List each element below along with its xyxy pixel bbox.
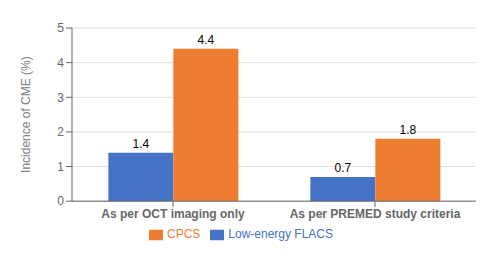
svg-text:1.8: 1.8	[400, 123, 417, 137]
svg-text:1.4: 1.4	[133, 137, 150, 151]
svg-text:As per OCT imaging only: As per OCT imaging only	[101, 207, 245, 221]
svg-text:2: 2	[57, 125, 64, 139]
svg-text:1: 1	[57, 160, 64, 174]
html-text:CPCS: CPCS	[167, 227, 201, 242]
svg-text:0: 0	[57, 194, 64, 208]
svg-text:5: 5	[57, 21, 64, 35]
svg-text:As per PREMED study criteria: As per PREMED study criteria	[290, 207, 461, 221]
svg-text:0.7: 0.7	[335, 161, 352, 175]
svg-text:Incidence of CME (%): Incidence of CME (%)	[19, 56, 33, 173]
svg-text:3: 3	[57, 91, 64, 105]
svg-text:4.4: 4.4	[198, 33, 215, 47]
html-text:Low-energy FLACS: Low-energy FLACS	[228, 227, 333, 242]
svg-text:4: 4	[57, 56, 64, 70]
